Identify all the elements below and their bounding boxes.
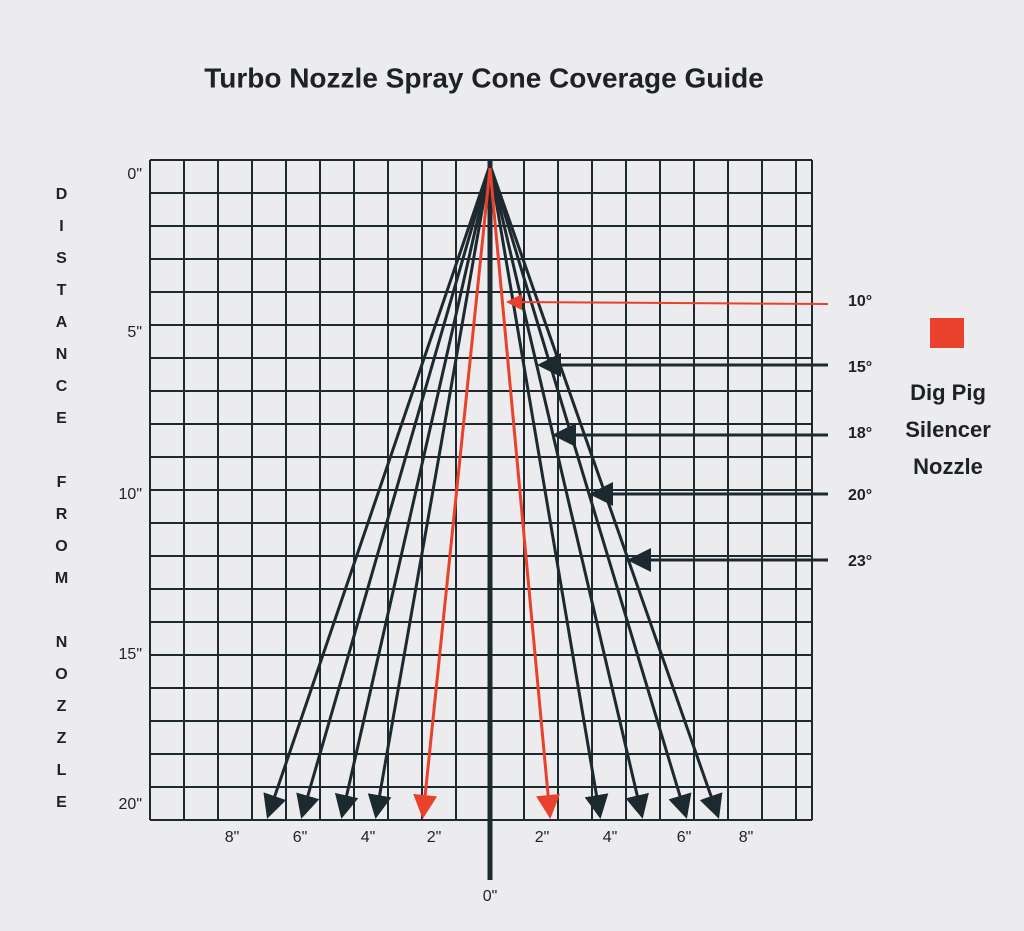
title: Turbo Nozzle Spray Cone Coverage Guide [204,62,764,93]
center-label: 0" [483,888,498,905]
angle-label: 18° [848,425,872,442]
width-label: 6" [677,829,692,846]
cone-lines [263,164,828,819]
angle-label: 15° [848,359,872,376]
legend-text: Nozzle [913,454,983,479]
width-label: 8" [739,829,754,846]
width-label: 8" [225,829,240,846]
width-label: 4" [603,829,618,846]
width-label: 2" [535,829,550,846]
side-label: DISTANCE FROM NOZZLE [53,186,70,826]
width-label: 6" [293,829,308,846]
legend-text: Silencer [905,417,991,442]
distance-label: 0" [127,166,142,183]
angle-label: 23° [848,553,872,570]
width-label: 4" [361,829,376,846]
width-label: 2" [427,829,442,846]
cone-line [488,164,649,819]
cone-line [334,164,492,819]
cone-line [488,164,692,819]
angle-label: 10° [848,293,872,310]
labels: 0" 5" 10" 15" 20" 8" 6" 4" 2" 2" 4" 6" 8" 0" 10° 15° 18°… [119,166,992,905]
distance-label: 5" [127,324,142,341]
distance-label: 20" [119,796,142,813]
legend-text: Dig Pig [910,380,986,405]
red-cone [413,167,829,819]
distance-label: 15" [119,646,142,663]
cone-line [263,164,492,819]
pointer [506,294,829,311]
cone-line [296,164,492,819]
cone-line [488,164,609,819]
legend-swatch [930,318,964,348]
cone-line [413,167,492,819]
cone-line [488,167,561,819]
distance-label: 10" [119,486,142,503]
angle-label: 20° [848,487,872,504]
cone-line [367,164,492,819]
